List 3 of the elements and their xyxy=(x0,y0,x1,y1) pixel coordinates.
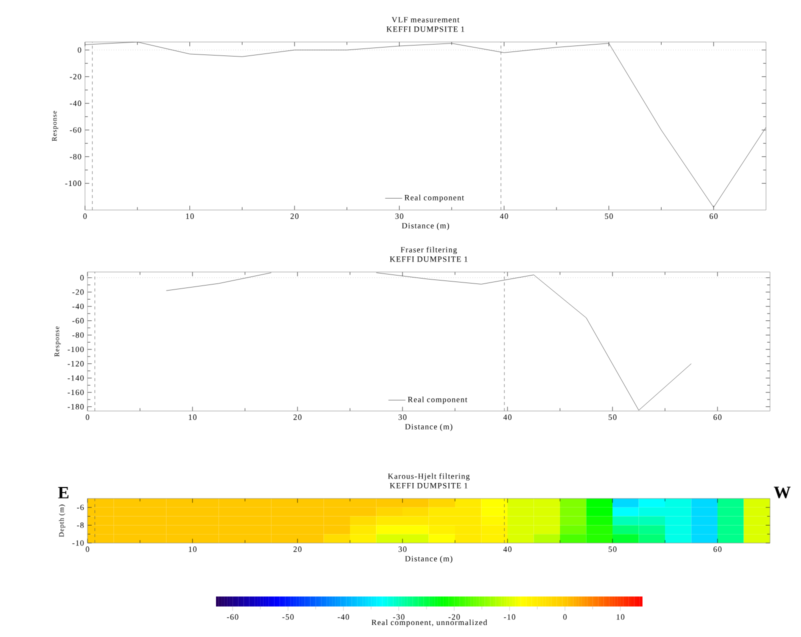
text: W xyxy=(774,486,791,498)
text: E xyxy=(58,487,68,498)
line-series xyxy=(85,42,766,208)
